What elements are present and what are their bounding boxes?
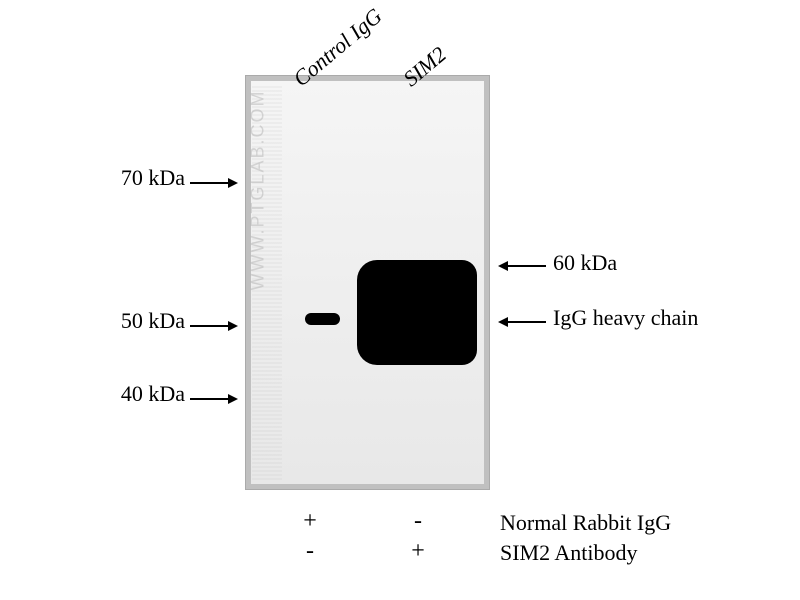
condition-row2-label: SIM2 Antibody [500,540,638,566]
condition-row1-lane2: - [408,508,428,535]
condition-row2-lane2: + [408,538,428,565]
watermark-text: WWW.PTGLAB.COM [248,90,269,291]
arrow-50kda [190,320,240,332]
condition-row1-lane1: + [300,508,320,535]
marker-40kda: 40 kDa [95,381,185,407]
arrow-70kda [190,177,240,189]
arrow-heavy-chain [498,316,548,328]
band-sim2 [357,260,477,365]
label-60kda: 60 kDa [553,250,617,276]
label-heavy-chain: IgG heavy chain [553,305,698,331]
arrow-40kda [190,393,240,405]
figure-container: WWW.PTGLAB.COM Control IgG SIM2 70 kDa 5… [0,0,800,600]
marker-50kda: 50 kDa [95,308,185,334]
arrow-60kda [498,260,548,272]
band-control-igg [305,313,340,325]
condition-row1-label: Normal Rabbit IgG [500,510,671,536]
marker-70kda: 70 kDa [95,165,185,191]
condition-row2-lane1: - [300,538,320,565]
